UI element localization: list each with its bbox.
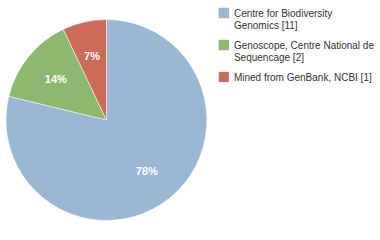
- legend-swatch: [219, 72, 229, 82]
- legend-label-line: Genoscope, Centre National de: [234, 40, 375, 51]
- slice: [6, 20, 207, 221]
- slice: [63, 20, 106, 120]
- data-label: 78%: [136, 165, 158, 177]
- pie: [6, 20, 207, 221]
- legend-label: Genoscope, Centre National deSequencage …: [234, 40, 375, 63]
- legend: Centre for BiodiversityGenomics [11]Geno…: [219, 8, 375, 83]
- legend-entry: Genoscope, Centre National deSequencage …: [219, 40, 375, 63]
- legend-label-line: Centre for Biodiversity: [234, 8, 332, 19]
- legend-label-line: Sequencage [2]: [234, 52, 304, 63]
- data-label: 14%: [45, 73, 67, 85]
- legend-entry: Centre for BiodiversityGenomics [11]: [219, 8, 332, 31]
- legend-entry: Mined from GenBank, NCBI [1]: [219, 72, 372, 83]
- chart: Centre for BiodiversityGenomics [11]Geno…: [0, 0, 380, 240]
- legend-label-line: Mined from GenBank, NCBI [1]: [234, 72, 372, 83]
- legend-label: Centre for BiodiversityGenomics [11]: [234, 8, 332, 31]
- legend-label: Mined from GenBank, NCBI [1]: [234, 72, 372, 83]
- data-labels: 78% 14% 7%: [45, 50, 158, 177]
- legend-swatch: [219, 8, 229, 18]
- data-label: 7%: [84, 50, 100, 62]
- legend-swatch: [219, 40, 229, 50]
- legend-label-line: Genomics [11]: [234, 20, 298, 31]
